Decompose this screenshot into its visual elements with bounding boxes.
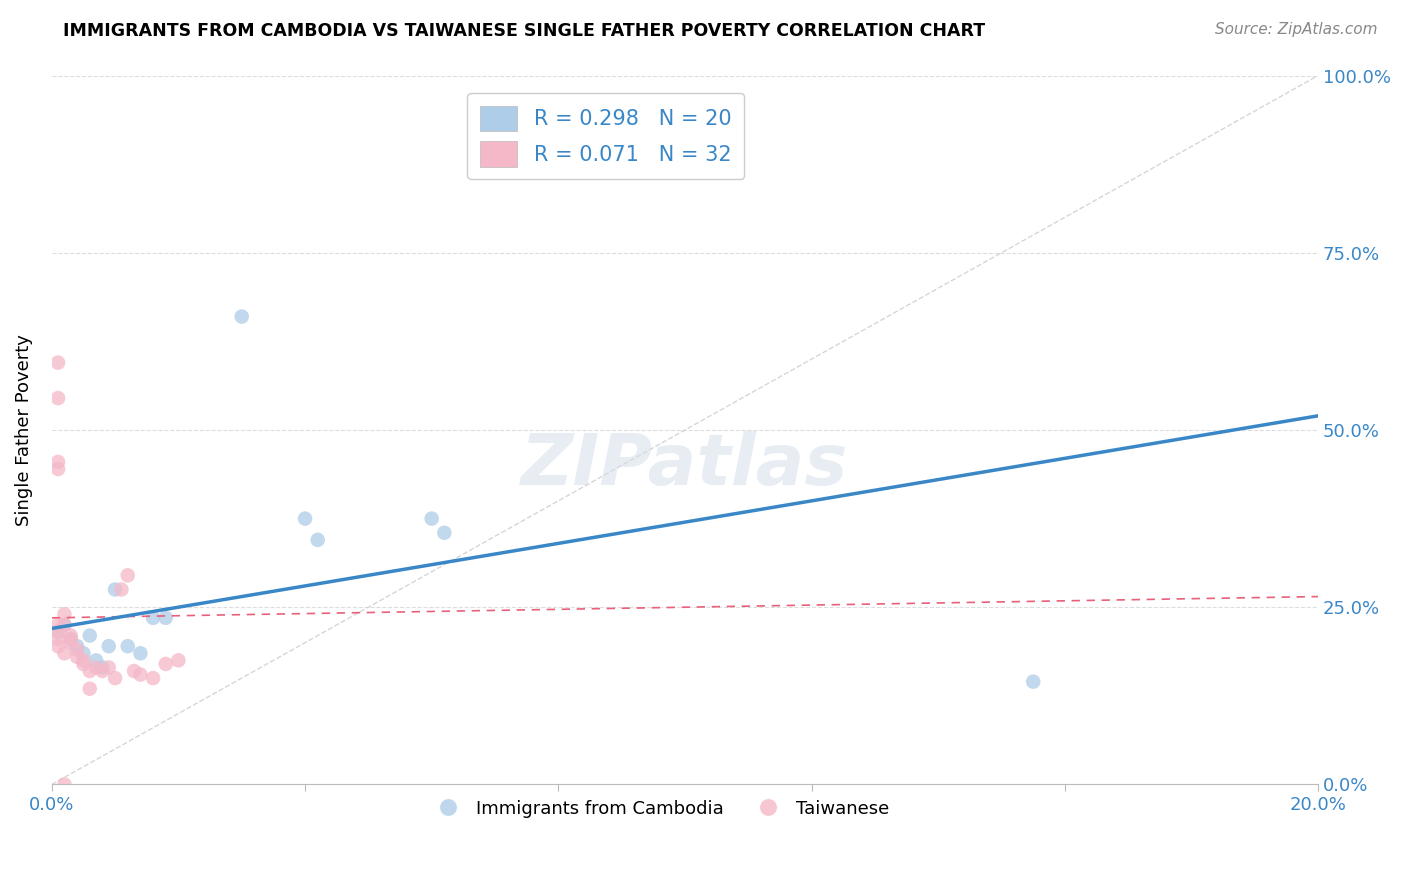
Point [59, 632, 82, 646]
Point [433, 525, 456, 540]
Point [79, 664, 101, 678]
Point [53, 618, 76, 632]
Point [79, 681, 101, 696]
Point [104, 582, 127, 597]
Point [66, 642, 89, 657]
Point [59, 632, 82, 646]
Point [46, 618, 69, 632]
Point [91, 664, 114, 678]
Point [59, 629, 82, 643]
Point [117, 568, 139, 582]
Point [46, 455, 69, 469]
Legend: Immigrants from Cambodia, Taiwanese: Immigrants from Cambodia, Taiwanese [423, 793, 896, 825]
Point [129, 646, 152, 660]
Point [84, 660, 107, 674]
Point [46, 462, 69, 476]
Point [72, 646, 94, 660]
Point [46, 625, 69, 640]
Point [155, 611, 177, 625]
Point [46, 391, 69, 405]
Point [46, 625, 69, 640]
Point [53, 607, 76, 622]
Point [91, 660, 114, 674]
Point [97, 660, 120, 674]
Point [97, 639, 120, 653]
Point [1022, 674, 1045, 689]
Point [231, 310, 253, 324]
Point [66, 639, 89, 653]
Point [167, 653, 190, 667]
Point [155, 657, 177, 671]
Point [46, 632, 69, 646]
Point [53, 777, 76, 791]
Point [59, 635, 82, 649]
Point [72, 653, 94, 667]
Text: Source: ZipAtlas.com: Source: ZipAtlas.com [1215, 22, 1378, 37]
Point [110, 582, 132, 597]
Point [142, 611, 165, 625]
Point [46, 356, 69, 370]
Point [46, 639, 69, 653]
Text: IMMIGRANTS FROM CAMBODIA VS TAIWANESE SINGLE FATHER POVERTY CORRELATION CHART: IMMIGRANTS FROM CAMBODIA VS TAIWANESE SI… [63, 22, 986, 40]
Point [129, 667, 152, 681]
Point [79, 629, 101, 643]
Point [66, 649, 89, 664]
Point [84, 653, 107, 667]
Y-axis label: Single Father Poverty: Single Father Poverty [15, 334, 32, 526]
Point [72, 657, 94, 671]
Point [104, 671, 127, 685]
Point [53, 646, 76, 660]
Point [307, 533, 329, 547]
Point [122, 664, 145, 678]
Point [117, 639, 139, 653]
Text: ZIPatlas: ZIPatlas [522, 431, 849, 500]
Point [294, 511, 316, 525]
Point [420, 511, 443, 525]
Point [142, 671, 165, 685]
Point [53, 618, 76, 632]
